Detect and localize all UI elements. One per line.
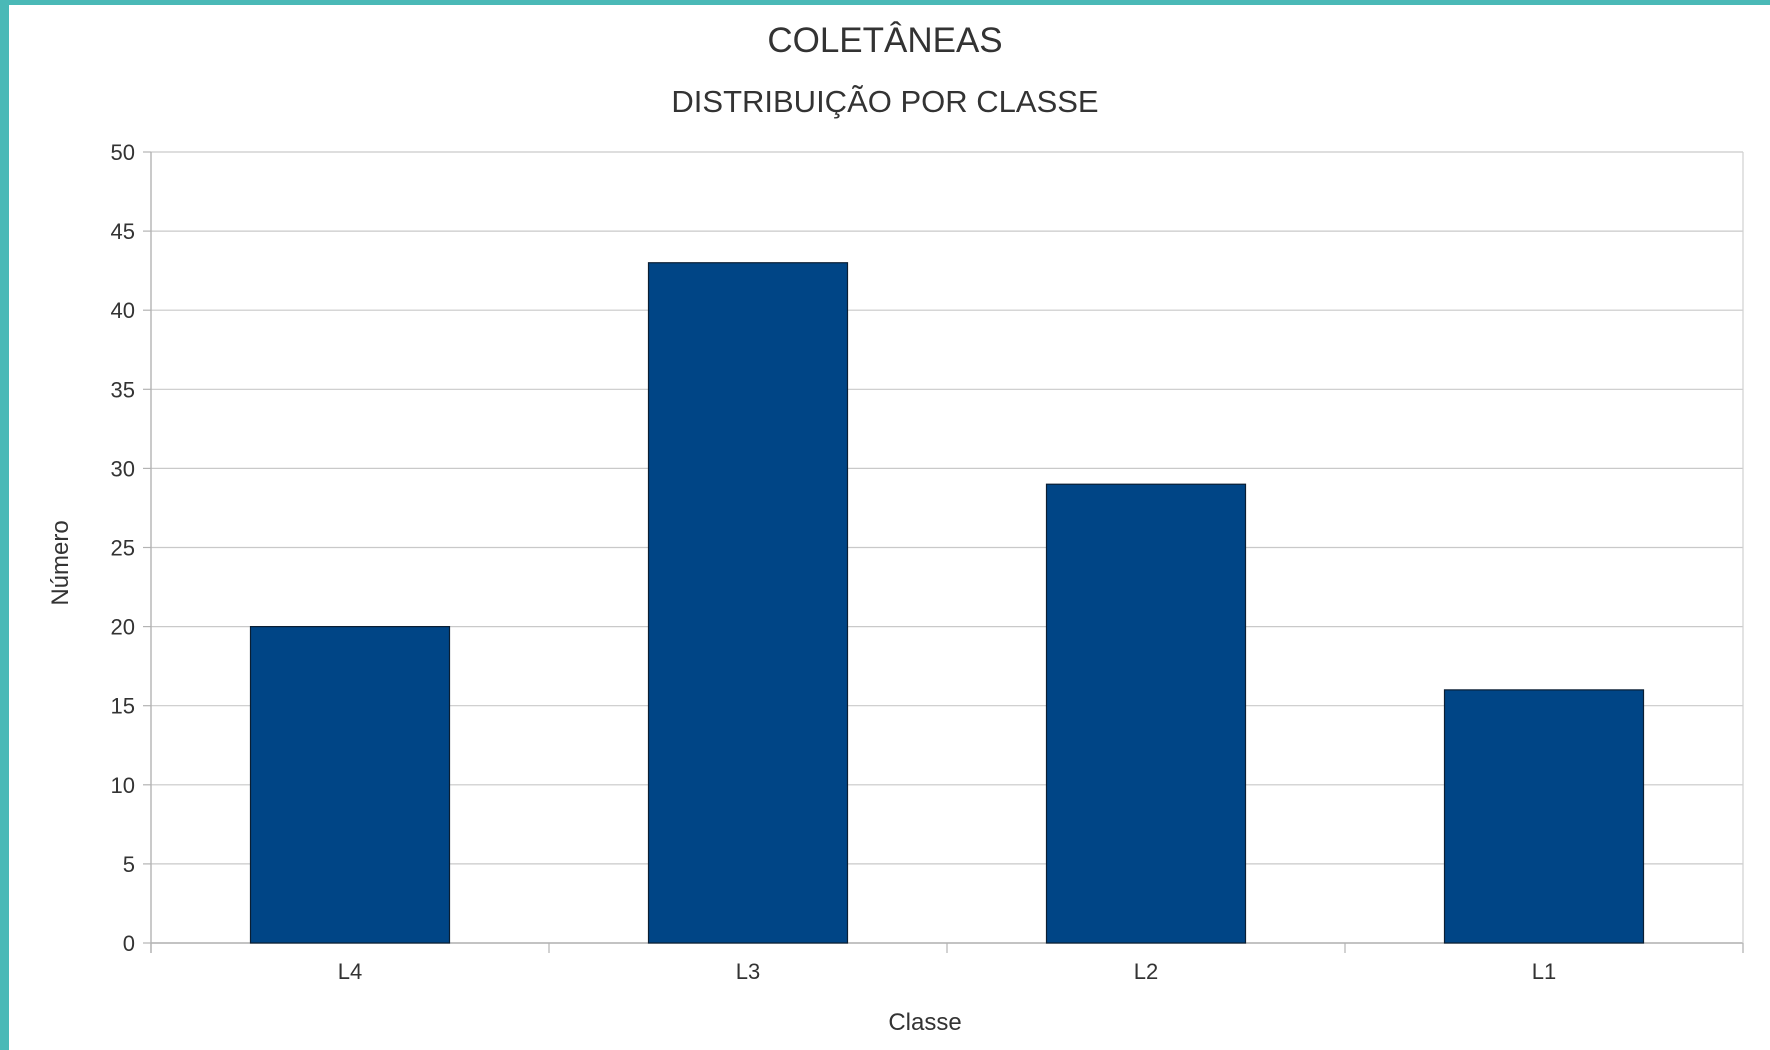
y-tick-label: 0 <box>123 931 135 956</box>
y-tick-label: 25 <box>111 536 135 561</box>
tick-labels: 0 5 10 15 20 25 30 35 40 45 50 L4 L3 L2 L1 <box>111 140 1557 984</box>
y-tick-label: 50 <box>111 140 135 165</box>
y-tick-label: 45 <box>111 219 135 244</box>
x-tick-label: L2 <box>1134 959 1158 984</box>
y-tick-label: 20 <box>111 615 135 640</box>
chart-title: COLETÂNEAS <box>767 21 1003 60</box>
y-tick-label: 35 <box>111 377 135 402</box>
y-tick-label: 15 <box>111 694 135 719</box>
y-tick-label: 10 <box>111 773 135 798</box>
chart-subtitle: DISTRIBUIÇÃO POR CLASSE <box>671 84 1099 119</box>
x-tick-label: L4 <box>338 959 362 984</box>
bar-l4 <box>249 625 451 944</box>
bar-l2 <box>1045 483 1247 944</box>
bar-l3 <box>647 262 849 944</box>
y-axis-label: Número <box>47 520 74 605</box>
x-tick-label: L3 <box>736 959 760 984</box>
x-tick-label: L1 <box>1532 959 1556 984</box>
y-tick-label: 40 <box>111 298 135 323</box>
bar-l1 <box>1443 689 1645 944</box>
bars <box>249 262 1645 944</box>
x-axis-label: Classe <box>888 1009 961 1036</box>
y-tick-label: 30 <box>111 456 135 481</box>
y-tick-label: 5 <box>123 852 135 877</box>
